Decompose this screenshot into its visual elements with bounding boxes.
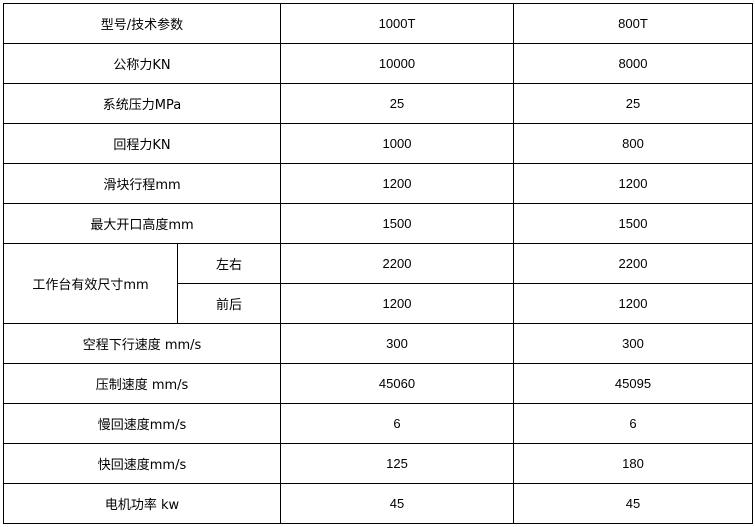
- cell: 1500: [513, 203, 753, 244]
- cell: 2200: [280, 243, 514, 284]
- table-row: 最大开口高度mm 1500 1500: [3, 203, 753, 244]
- row-label: 压制速度 mm/s: [3, 363, 281, 404]
- table-row: 快回速度mm/s 125 180: [3, 443, 753, 484]
- sub-label: 前后: [177, 283, 281, 324]
- table-row: 工作台有效尺寸mm 左右 2200 2200: [3, 243, 753, 324]
- cell: 1500: [280, 203, 514, 244]
- cell: 1200: [280, 163, 514, 204]
- cell: 1200: [280, 283, 514, 324]
- cell: 6: [280, 403, 514, 444]
- table-row: 系统压力MPa 25 25: [3, 83, 753, 124]
- table-row: 慢回速度mm/s 6 6: [3, 403, 753, 444]
- cell: 300: [280, 323, 514, 364]
- row-label: 回程力KN: [3, 123, 281, 164]
- cell: 125: [280, 443, 514, 484]
- row-label: 最大开口高度mm: [3, 203, 281, 244]
- cell: 45: [513, 483, 753, 524]
- table-row: 公称力KN 10000 8000: [3, 43, 753, 84]
- cell: 10000: [280, 43, 514, 84]
- model-1000t: 1000T: [280, 3, 514, 44]
- cell: 8000: [513, 43, 753, 84]
- cell: 6: [513, 403, 753, 444]
- spec-table: 型号/技术参数 1000T 800T 公称力KN 10000 8000 系统压力MP…: [3, 3, 753, 524]
- table-row: 压制速度 mm/s 45060 45095: [3, 363, 753, 404]
- row-label: 空程下行速度 mm/s: [3, 323, 281, 364]
- row-label: 滑块行程mm: [3, 163, 281, 204]
- cell: 300: [513, 323, 753, 364]
- table-row: 回程力KN 1000 800: [3, 123, 753, 164]
- cell: 25: [280, 83, 514, 124]
- row-label: 系统压力MPa: [3, 83, 281, 124]
- row-label: 公称力KN: [3, 43, 281, 84]
- cell: 1000: [280, 123, 514, 164]
- cell: 2200: [513, 243, 753, 284]
- cell: 45095: [513, 363, 753, 404]
- cell: 800: [513, 123, 753, 164]
- table-row: 前后 1200 1200: [4, 283, 753, 324]
- row-label: 工作台有效尺寸mm: [3, 243, 178, 324]
- row-label: 慢回速度mm/s: [3, 403, 281, 444]
- cell: 25: [513, 83, 753, 124]
- table-row-header: 型号/技术参数 1000T 800T: [3, 3, 753, 44]
- table-row: 电机功率 kw 45 45: [3, 483, 753, 524]
- cell: 1200: [513, 163, 753, 204]
- table-row: 滑块行程mm 1200 1200: [3, 163, 753, 204]
- header-label: 型号/技术参数: [3, 3, 281, 44]
- row-label: 电机功率 kw: [3, 483, 281, 524]
- row-label: 快回速度mm/s: [3, 443, 281, 484]
- cell: 45060: [280, 363, 514, 404]
- model-800t: 800T: [513, 3, 753, 44]
- sub-label: 左右: [177, 243, 281, 284]
- cell: 180: [513, 443, 753, 484]
- table-row: 空程下行速度 mm/s 300 300: [3, 323, 753, 364]
- cell: 45: [280, 483, 514, 524]
- cell: 1200: [513, 283, 753, 324]
